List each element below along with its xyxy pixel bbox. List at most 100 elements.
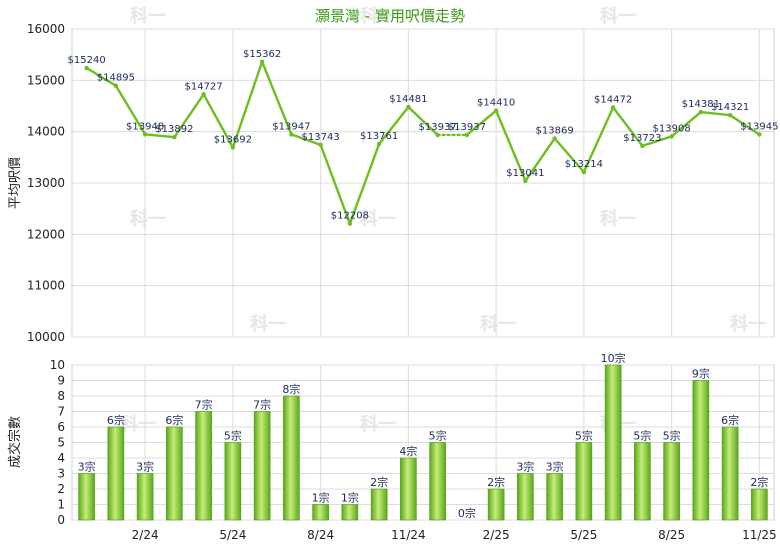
watermark-text: 科一 xyxy=(360,5,396,27)
price-point-label: $13869 xyxy=(536,125,574,136)
price-line-segment xyxy=(85,66,118,87)
x-tick-label: 8/25 xyxy=(658,528,685,542)
volume-bar xyxy=(429,442,446,521)
price-point-label: $13908 xyxy=(653,123,691,134)
price-point xyxy=(610,105,616,110)
volume-bar-label: 4宗 xyxy=(399,444,417,458)
price-tick-label: 13000 xyxy=(27,176,65,190)
volume-bar xyxy=(312,504,329,521)
price-line-segment xyxy=(319,143,352,225)
volume-tick-label: 4 xyxy=(57,451,65,465)
x-tick-label: 2/25 xyxy=(483,528,510,542)
volume-axis-label: 成交宗數 xyxy=(7,416,23,468)
price-point-label: $14481 xyxy=(389,94,427,105)
volume-bar xyxy=(78,473,95,521)
price-point xyxy=(318,142,323,148)
price-point-label: $15240 xyxy=(68,55,106,66)
volume-tick-label: 2 xyxy=(57,482,65,496)
price-point xyxy=(172,135,177,140)
x-tick-label: 8/24 xyxy=(307,528,334,542)
price-line-segment xyxy=(114,84,147,136)
price-tick-label: 16000 xyxy=(27,22,65,36)
volume-bar xyxy=(107,426,125,521)
price-point xyxy=(727,112,733,118)
line-layer xyxy=(84,59,762,226)
volume-bar xyxy=(692,380,710,521)
volume-bar xyxy=(546,473,563,521)
volume-tick-label: 6 xyxy=(57,420,65,434)
price-line-segment xyxy=(143,133,176,139)
price-line-segment xyxy=(231,60,264,149)
price-point-label: $13214 xyxy=(565,159,603,170)
price-line-segment xyxy=(407,105,439,137)
price-point-label: $14895 xyxy=(97,73,135,84)
volume-bar-label: 6宗 xyxy=(107,413,125,427)
watermark-text: 科一 xyxy=(360,413,396,435)
price-line-segment xyxy=(699,110,732,117)
volume-tick-label: 7 xyxy=(57,405,65,419)
price-tick-label: 11000 xyxy=(27,279,65,293)
watermark-text: 科一 xyxy=(130,208,166,230)
price-line-segment xyxy=(465,109,498,137)
watermark-text: 科一 xyxy=(120,413,156,435)
volume-bar-label: 2宗 xyxy=(750,475,768,489)
grid-layer xyxy=(71,28,775,521)
volume-bar xyxy=(721,426,739,521)
price-tick-label: 12000 xyxy=(27,227,65,241)
volume-bar xyxy=(487,488,505,521)
volume-bar-label: 3宗 xyxy=(136,460,154,474)
price-point-label: $13945 xyxy=(740,121,778,132)
price-point xyxy=(698,109,704,115)
price-point-label: $14472 xyxy=(594,94,632,105)
price-line-segment xyxy=(641,135,673,148)
price-point xyxy=(376,141,382,147)
price-line-segment xyxy=(728,113,761,136)
x-tick-label: 5/24 xyxy=(219,528,246,542)
volume-bar-label: 7宗 xyxy=(195,398,213,412)
watermark-text: 科一 xyxy=(250,313,286,335)
price-point-label: $13692 xyxy=(214,134,252,145)
price-point-label: $13948 xyxy=(126,121,164,132)
price-line-segment xyxy=(582,106,615,174)
volume-bar xyxy=(634,442,651,521)
volume-bar-label: 2宗 xyxy=(370,475,388,489)
price-line-segment xyxy=(348,142,381,225)
price-point-label: $14410 xyxy=(477,98,515,109)
price-line-segment xyxy=(377,105,410,146)
price-point xyxy=(259,59,265,64)
price-point-label: $12208 xyxy=(331,211,369,222)
volume-bar xyxy=(604,364,622,521)
price-line-segment xyxy=(611,106,644,148)
price-line-segment xyxy=(202,93,235,149)
price-line-segment xyxy=(670,110,703,138)
volume-bar-label: 7宗 xyxy=(253,398,271,412)
volume-bar xyxy=(341,504,359,521)
volume-bar xyxy=(517,473,534,521)
volume-tick-label: 10 xyxy=(50,358,65,372)
volume-bar-label: 5宗 xyxy=(663,429,681,443)
volume-bar xyxy=(136,473,154,521)
price-point xyxy=(142,132,148,137)
volume-bar xyxy=(575,442,593,521)
volume-tick-label: 9 xyxy=(57,374,65,388)
volume-bar xyxy=(253,411,271,521)
price-point xyxy=(84,65,89,71)
volume-bar xyxy=(195,411,212,521)
x-tick-label: 5/25 xyxy=(570,528,597,542)
price-point-label: $13761 xyxy=(360,131,398,142)
volume-bar-label: 5宗 xyxy=(575,429,593,443)
price-point-label: $14381 xyxy=(682,99,720,110)
volume-bar-label: 5宗 xyxy=(429,429,447,443)
volume-bar xyxy=(283,395,300,521)
volume-bar-label: 1宗 xyxy=(312,491,330,505)
price-point xyxy=(113,83,119,88)
volume-bar-label: 8宗 xyxy=(282,382,300,396)
volume-tick-label: 3 xyxy=(57,467,65,481)
volume-bar xyxy=(751,488,768,521)
price-point-label: $13937 xyxy=(448,122,486,133)
price-point xyxy=(493,108,499,113)
volume-bar-label: 3宗 xyxy=(78,460,96,474)
watermark-text: 科一 xyxy=(480,313,516,335)
volume-bar-label: 3宗 xyxy=(516,460,534,474)
